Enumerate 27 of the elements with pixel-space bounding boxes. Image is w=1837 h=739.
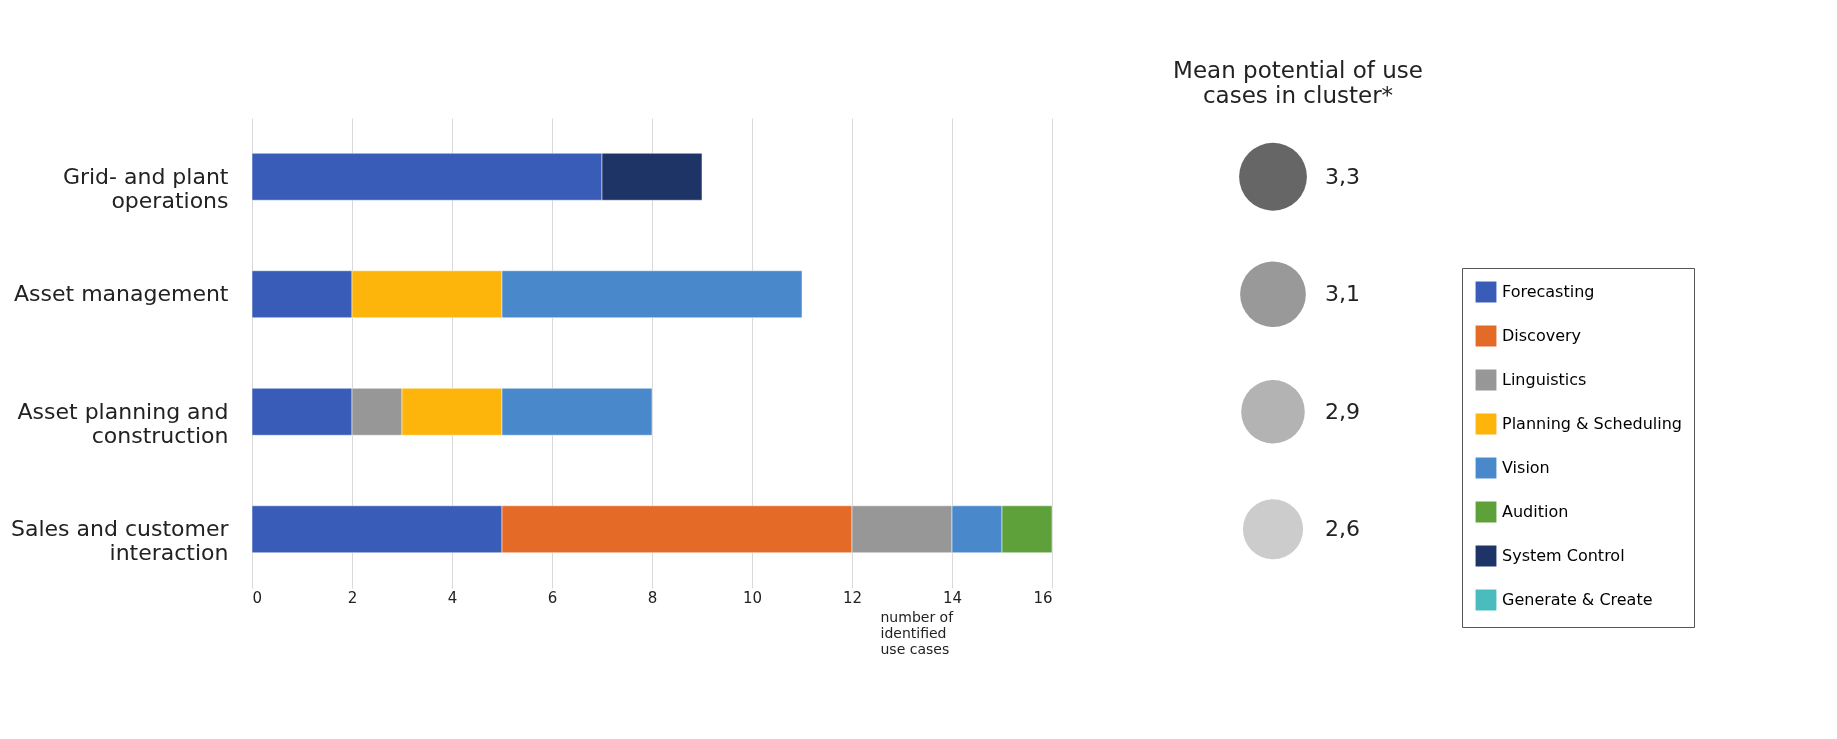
- y-tick-label: Sales and customer interaction: [10, 516, 230, 566]
- data-label: 3,3: [1325, 163, 1360, 189]
- x-tick-label: 2: [347, 588, 358, 607]
- x-axis-title: number of identified use cases: [880, 608, 955, 657]
- x-tick-label: 12: [842, 588, 863, 607]
- data-label: 3,1: [1325, 281, 1360, 307]
- legend-label: Linguistics: [1502, 370, 1587, 389]
- legend-label: Generate & Create: [1502, 590, 1653, 609]
- legend-label: Planning & Scheduling: [1502, 414, 1682, 433]
- legend-label: Discovery: [1502, 326, 1582, 345]
- y-tick-label: Asset planning and construction: [17, 398, 229, 448]
- x-tick-label: 14: [942, 588, 963, 607]
- data-label: 2,6: [1325, 516, 1360, 542]
- x-tick-label: 0: [252, 588, 263, 607]
- x-tick-label: 16: [1033, 588, 1053, 607]
- legend-label: System Control: [1502, 546, 1625, 565]
- y-tick-label: Grid- and plant operations: [62, 163, 229, 213]
- y-tick-label: Asset management: [14, 281, 229, 307]
- x-tick-label: 4: [447, 588, 458, 607]
- x-tick-label: 8: [647, 588, 658, 607]
- x-tick-label: 10: [742, 588, 763, 607]
- legend-label: Vision: [1502, 458, 1550, 477]
- x-tick-label: 6: [547, 588, 558, 607]
- text: Mean potential of use cases in cluster*: [1173, 57, 1423, 108]
- legend-label: Audition: [1502, 502, 1569, 521]
- legend-label: Forecasting: [1502, 282, 1595, 301]
- data-label: 2,9: [1325, 398, 1360, 424]
